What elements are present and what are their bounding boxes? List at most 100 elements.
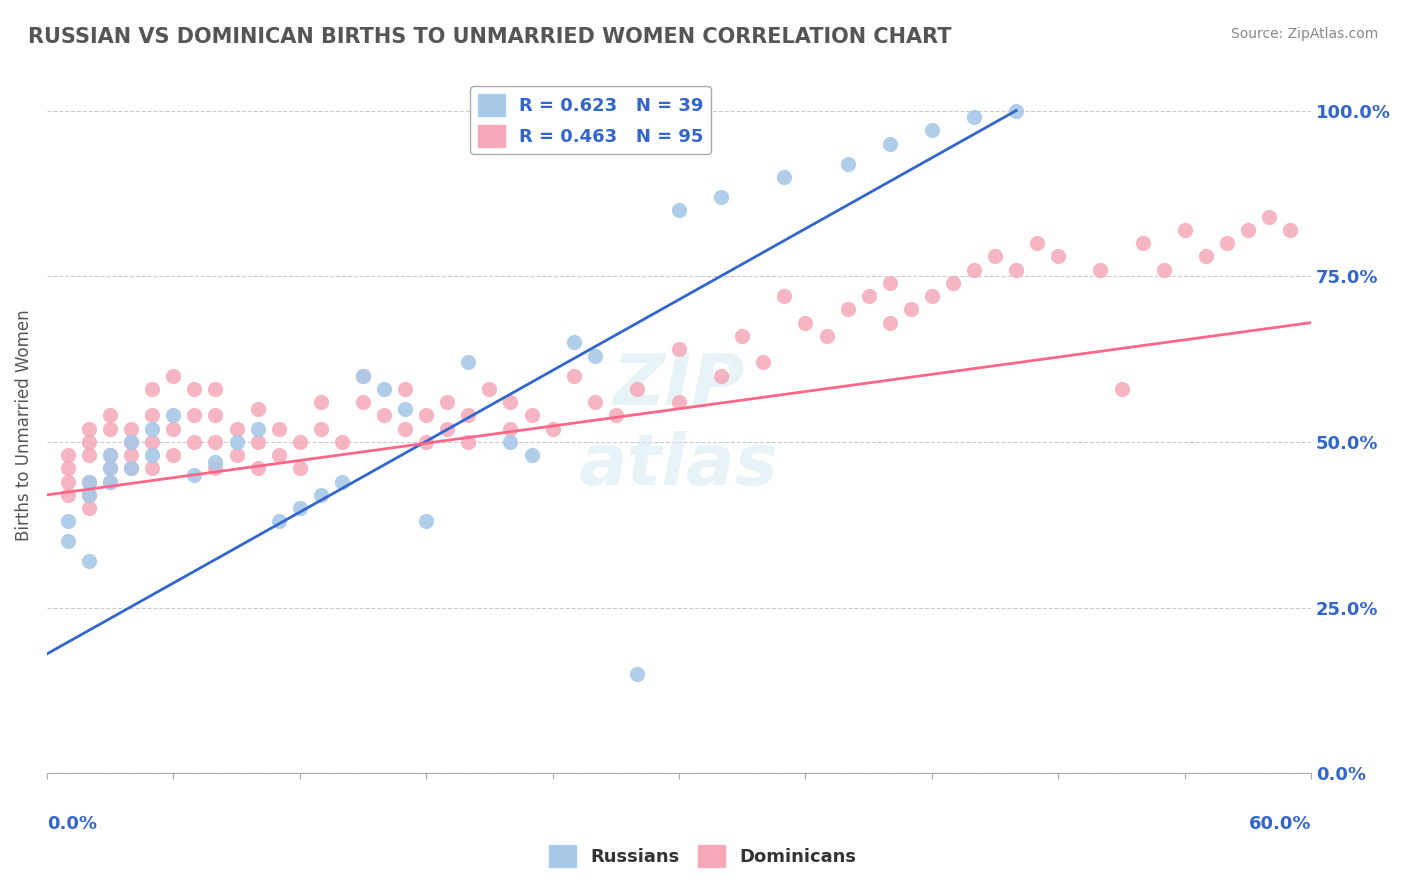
Point bbox=[98, 422, 121, 436]
Legend: R = 0.623   N = 39, R = 0.463   N = 95: R = 0.623 N = 39, R = 0.463 N = 95 bbox=[471, 87, 710, 154]
Text: RUSSIAN VS DOMINICAN BIRTHS TO UNMARRIED WOMEN CORRELATION CHART: RUSSIAN VS DOMINICAN BIRTHS TO UNMARRIED… bbox=[28, 27, 952, 46]
Point bbox=[77, 488, 100, 502]
Point bbox=[668, 342, 690, 356]
Point bbox=[942, 276, 965, 290]
Point bbox=[879, 316, 901, 330]
Point bbox=[436, 422, 458, 436]
Point bbox=[77, 554, 100, 568]
Point bbox=[120, 461, 142, 475]
Point bbox=[373, 382, 395, 396]
Point bbox=[98, 448, 121, 462]
Point bbox=[56, 475, 79, 489]
Point bbox=[394, 401, 416, 416]
Point bbox=[415, 515, 437, 529]
Point bbox=[963, 262, 986, 277]
Point bbox=[837, 302, 859, 317]
Point bbox=[794, 316, 817, 330]
Point bbox=[520, 448, 543, 462]
Point bbox=[879, 276, 901, 290]
Point bbox=[204, 409, 226, 423]
Point bbox=[562, 335, 585, 350]
Point bbox=[499, 395, 522, 409]
Point bbox=[984, 249, 1007, 263]
Point bbox=[288, 501, 311, 516]
Point bbox=[246, 422, 269, 436]
Point bbox=[583, 395, 606, 409]
Point bbox=[499, 422, 522, 436]
Point bbox=[120, 461, 142, 475]
Point bbox=[478, 382, 501, 396]
Point bbox=[225, 448, 247, 462]
Point bbox=[352, 395, 374, 409]
Point bbox=[352, 368, 374, 383]
Text: ZIP
atlas: ZIP atlas bbox=[579, 351, 779, 500]
Point bbox=[921, 289, 943, 303]
Point bbox=[141, 461, 163, 475]
Point bbox=[837, 156, 859, 170]
Point bbox=[415, 434, 437, 449]
Point bbox=[120, 434, 142, 449]
Y-axis label: Births to Unmarried Women: Births to Unmarried Women bbox=[15, 310, 32, 541]
Point bbox=[1111, 382, 1133, 396]
Point bbox=[1195, 249, 1218, 263]
Point bbox=[605, 409, 627, 423]
Point bbox=[246, 461, 269, 475]
Point bbox=[583, 349, 606, 363]
Point bbox=[77, 475, 100, 489]
Point bbox=[858, 289, 880, 303]
Point bbox=[626, 666, 648, 681]
Point bbox=[457, 434, 479, 449]
Point bbox=[309, 488, 332, 502]
Point bbox=[183, 434, 205, 449]
Point bbox=[98, 461, 121, 475]
Point bbox=[520, 409, 543, 423]
Point bbox=[162, 409, 184, 423]
Text: 0.0%: 0.0% bbox=[46, 815, 97, 833]
Point bbox=[562, 368, 585, 383]
Point bbox=[963, 110, 986, 124]
Point bbox=[900, 302, 922, 317]
Point bbox=[77, 475, 100, 489]
Legend: Russians, Dominicans: Russians, Dominicans bbox=[543, 838, 863, 874]
Point bbox=[225, 422, 247, 436]
Point bbox=[1216, 236, 1239, 251]
Point bbox=[773, 289, 796, 303]
Point bbox=[415, 409, 437, 423]
Point bbox=[1279, 223, 1302, 237]
Point bbox=[246, 434, 269, 449]
Point bbox=[120, 448, 142, 462]
Point bbox=[1174, 223, 1197, 237]
Point bbox=[98, 461, 121, 475]
Point bbox=[1237, 223, 1260, 237]
Point bbox=[394, 382, 416, 396]
Point bbox=[98, 475, 121, 489]
Point bbox=[1005, 103, 1028, 118]
Point bbox=[773, 169, 796, 184]
Point bbox=[815, 329, 838, 343]
Point bbox=[352, 368, 374, 383]
Point bbox=[183, 409, 205, 423]
Point bbox=[120, 434, 142, 449]
Point bbox=[668, 395, 690, 409]
Point bbox=[267, 422, 290, 436]
Point bbox=[141, 422, 163, 436]
Point bbox=[56, 515, 79, 529]
Point bbox=[56, 534, 79, 549]
Point bbox=[204, 434, 226, 449]
Point bbox=[288, 461, 311, 475]
Point bbox=[141, 409, 163, 423]
Point bbox=[1258, 210, 1281, 224]
Point bbox=[77, 488, 100, 502]
Point bbox=[141, 448, 163, 462]
Point bbox=[541, 422, 564, 436]
Point bbox=[710, 190, 733, 204]
Point bbox=[56, 488, 79, 502]
Point bbox=[1005, 262, 1028, 277]
Point bbox=[1153, 262, 1175, 277]
Point bbox=[267, 448, 290, 462]
Point bbox=[183, 468, 205, 483]
Point bbox=[921, 123, 943, 137]
Text: Source: ZipAtlas.com: Source: ZipAtlas.com bbox=[1230, 27, 1378, 41]
Point bbox=[120, 422, 142, 436]
Point bbox=[141, 434, 163, 449]
